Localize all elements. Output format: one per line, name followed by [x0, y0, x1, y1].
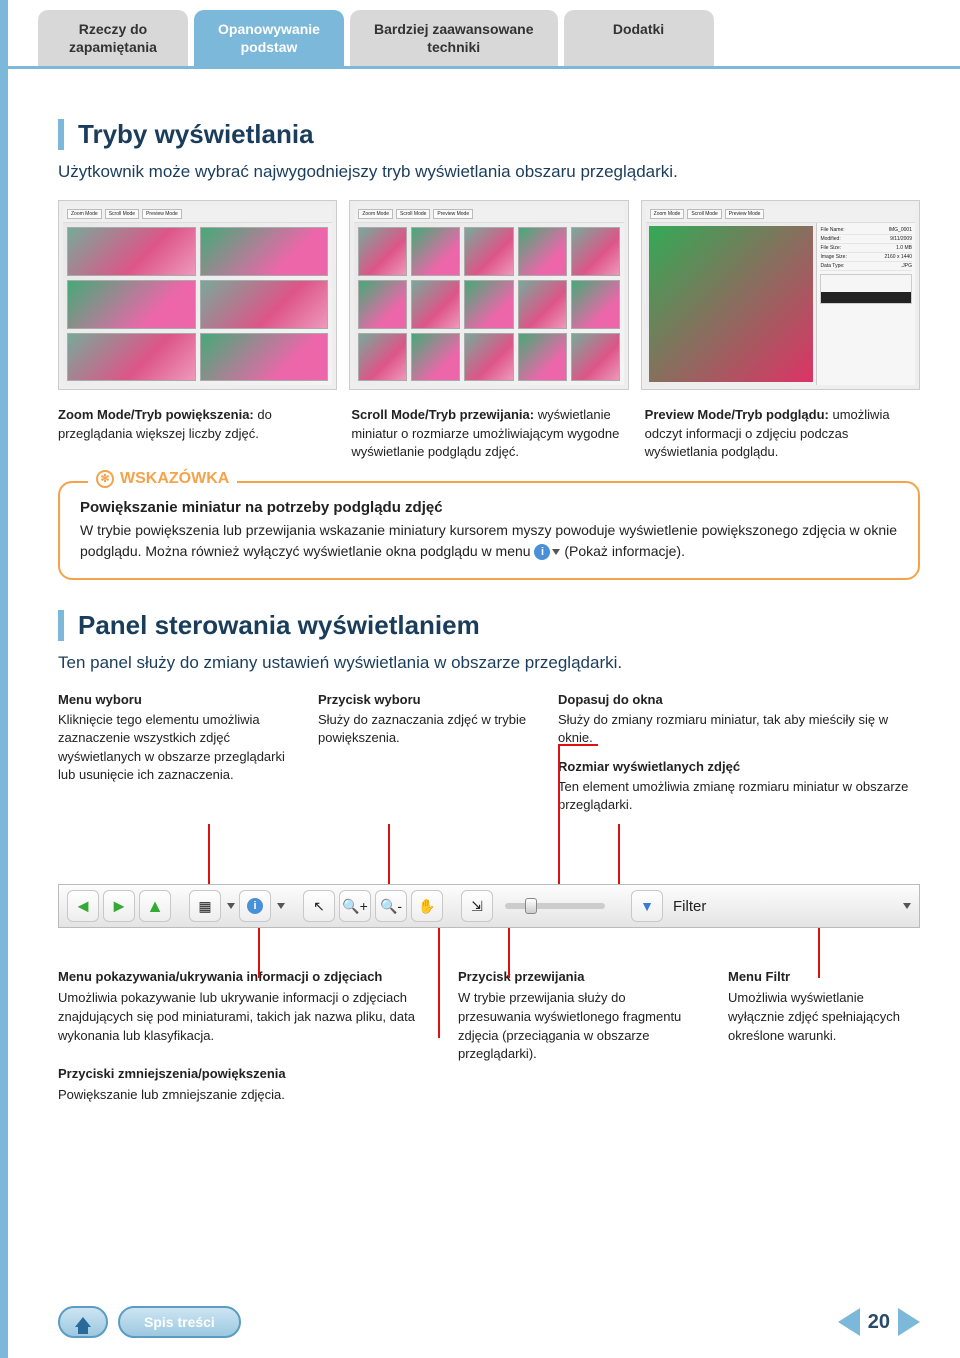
select-menu-button[interactable]: ▦ [189, 890, 221, 922]
thumbnail-size-slider[interactable] [505, 903, 605, 909]
fit-icon: ⇲ [471, 898, 483, 915]
display-control-toolbar: ◄ ► ▲ ▦ i ↖ 🔍+ 🔍- ✋ ⇲ [58, 884, 920, 928]
filter-button[interactable]: ▼ [631, 890, 663, 922]
info-icon: i [247, 898, 263, 914]
zoom-out-button[interactable]: 🔍- [375, 890, 407, 922]
fit-window-button[interactable]: ⇲ [461, 890, 493, 922]
nav-up-button[interactable]: ▲ [139, 890, 171, 922]
mode-screenshots-row: Zoom Mode Scroll Mode Preview Mode Zoom … [58, 200, 920, 390]
page-footer: Spis treści 20 [58, 1306, 920, 1338]
tip-label: ✻ WSKAZÓWKA [88, 470, 237, 488]
arrow-left-icon: ◄ [74, 896, 92, 917]
tab-bar: Rzeczy do zapamiętania Opanowywanie pods… [8, 0, 960, 69]
arrow-right-icon: ► [110, 896, 128, 917]
zoom-in-button[interactable]: 🔍+ [339, 890, 371, 922]
filter-label: Filter [673, 898, 706, 915]
desc-filter-menu: Menu Filtr Umożliwia wyświetlanie wyłącz… [728, 968, 920, 1105]
desc-fit-window: Dopasuj do okna Służy do zmiany rozmiaru… [558, 691, 920, 748]
slider-thumb[interactable] [525, 898, 537, 914]
tab-advanced[interactable]: Bardziej zaawansowane techniki [350, 10, 558, 66]
home-icon [75, 1317, 91, 1327]
zoom-out-icon: 🔍- [380, 898, 402, 915]
chevron-down-icon[interactable] [277, 903, 285, 909]
scroll-mode-desc: Scroll Mode/Tryb przewijania: wyświetlan… [351, 406, 626, 461]
page-number: 20 [868, 1311, 890, 1334]
zoom-mode-screenshot: Zoom Mode Scroll Mode Preview Mode [58, 200, 337, 390]
scroll-hand-button[interactable]: ✋ [411, 890, 443, 922]
chevron-down-icon[interactable] [903, 903, 911, 909]
nav-forward-button[interactable]: ► [103, 890, 135, 922]
tab-extras[interactable]: Dodatki [564, 10, 714, 66]
desc-select-button: Przycisk wyboru Służy do zaznaczania zdj… [318, 691, 528, 814]
nav-back-button[interactable]: ◄ [67, 890, 99, 922]
filter-icon: ▼ [640, 898, 654, 914]
arrow-up-icon: ▲ [146, 896, 164, 917]
next-page-button[interactable] [898, 1308, 920, 1336]
section-display-modes-title: Tryby wyświetlania [58, 119, 920, 150]
section-control-panel-intro: Ten panel służy do zmiany ustawień wyświ… [58, 653, 920, 673]
toc-button[interactable]: Spis treści [118, 1306, 241, 1338]
scroll-mode-screenshot: Zoom Mode Scroll Mode Preview Mode [349, 200, 628, 390]
lightbulb-icon: ✻ [96, 470, 114, 488]
chevron-down-icon[interactable] [227, 903, 235, 909]
tab-basics[interactable]: Opanowywanie podstaw [194, 10, 344, 66]
tip-title: Powiększanie miniatur na potrzeby podglą… [80, 499, 898, 516]
zoom-in-icon: 🔍+ [342, 898, 368, 915]
preview-mode-screenshot: Zoom Mode Scroll Mode Preview Mode File … [641, 200, 920, 390]
desc-scroll-button: Przycisk przewijania W trybie przewijani… [458, 968, 698, 1105]
tip-box: ✻ WSKAZÓWKA Powiększanie miniatur na pot… [58, 481, 920, 580]
select-all-icon: ▦ [198, 898, 211, 915]
zoom-mode-desc: Zoom Mode/Tryb powiększenia: do przegląd… [58, 406, 333, 461]
hand-icon: ✋ [418, 898, 435, 915]
mode-tab-scroll: Scroll Mode [105, 209, 139, 219]
prev-page-button[interactable] [838, 1308, 860, 1336]
tab-remember[interactable]: Rzeczy do zapamiętania [38, 10, 188, 66]
info-menu-button[interactable]: i [239, 890, 271, 922]
desc-info-menu: Menu pokazywania/ukrywania informacji o … [58, 968, 428, 1045]
select-tool-button[interactable]: ↖ [303, 890, 335, 922]
mode-tab-preview: Preview Mode [142, 209, 182, 219]
section-display-modes-intro: Użytkownik może wybrać najwygodniejszy t… [58, 162, 920, 182]
desc-thumbnail-size: Rozmiar wyświetlanych zdjęć Ten element … [558, 758, 920, 815]
info-dropdown-icon: i [534, 544, 560, 560]
cursor-icon: ↖ [313, 898, 325, 915]
desc-zoom-buttons: Przyciski zmniejszenia/powiększenia Powi… [58, 1065, 428, 1105]
preview-mode-desc: Preview Mode/Tryb podglądu: umożliwia od… [645, 406, 920, 461]
tip-text: W trybie powiększenia lub przewijania ws… [80, 520, 898, 562]
section-control-panel-title: Panel sterowania wyświetlaniem [58, 610, 920, 641]
mode-tab-zoom: Zoom Mode [67, 209, 102, 219]
desc-menu-select: Menu wyboru Kliknięcie tego elementu umo… [58, 691, 288, 814]
home-button[interactable] [58, 1306, 108, 1338]
